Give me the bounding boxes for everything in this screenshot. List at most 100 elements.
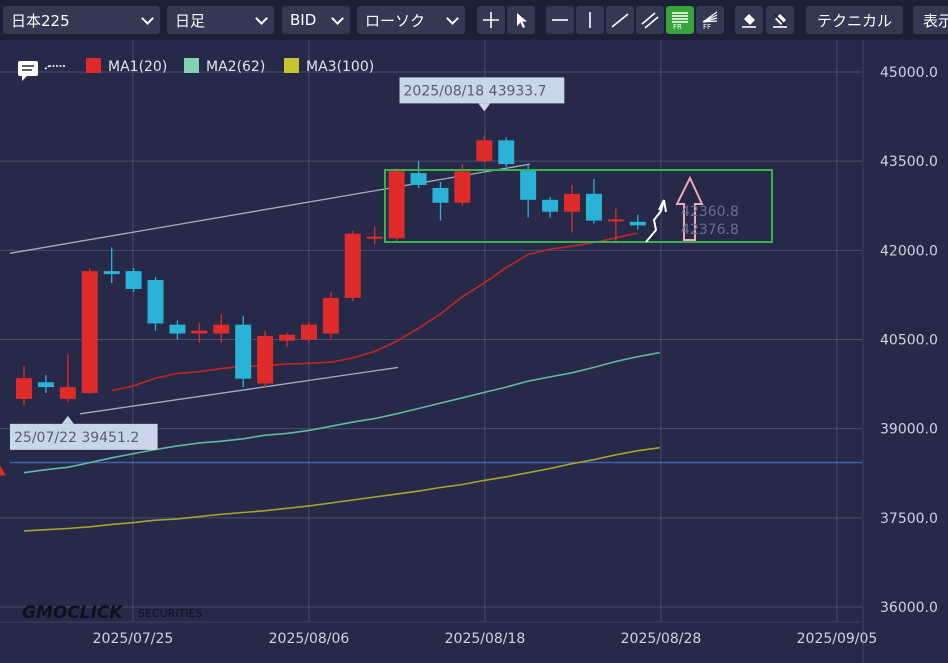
legend-item: MA1(20) (86, 58, 167, 75)
legend-item: MA3(100) (284, 58, 374, 75)
candle (564, 184, 580, 233)
pointer-icon (517, 13, 527, 28)
candle (454, 164, 471, 206)
hand-arrow-head (658, 199, 667, 213)
legend-label: MA3(100) (306, 59, 374, 75)
y-tick-label: 36000.0 (880, 600, 938, 616)
trend-line-icon (611, 13, 629, 28)
callout-box (399, 77, 565, 104)
legend-label: MA2(62) (206, 59, 265, 75)
legend-label: MA1(20) (108, 59, 167, 75)
lower-trend-line (79, 366, 399, 415)
candle (37, 375, 54, 393)
fibonacci-fan-button[interactable]: FF (696, 6, 724, 34)
price-type-select[interactable]: BID (282, 6, 350, 34)
technical-button[interactable]: テクニカル (806, 6, 903, 34)
candle (147, 277, 164, 331)
candle (585, 179, 602, 224)
eraser-all-button[interactable] (766, 6, 794, 34)
candle (410, 161, 427, 188)
eraser-button[interactable] (735, 6, 763, 34)
price-type-select-value: BID (290, 11, 317, 29)
candle-body (279, 334, 296, 341)
watermark-brand: GMOCLICK (22, 603, 124, 623)
candle-body (520, 170, 537, 200)
candle-body (388, 171, 405, 239)
chevron-down-icon (331, 12, 344, 25)
candle-body (257, 335, 274, 384)
candle (432, 181, 449, 221)
chevron-down-icon (141, 12, 154, 25)
candle (257, 330, 274, 388)
candle (322, 291, 339, 340)
chart-style-select[interactable]: ローソク (357, 6, 465, 34)
candle-body (564, 193, 580, 212)
x-axis: 2025/07/25 2025/08/06 2025/08/18 2025/08/28… (93, 631, 878, 647)
pointer-button[interactable] (507, 6, 535, 34)
chevron-down-icon (446, 12, 459, 25)
channel-line-button[interactable] (636, 6, 664, 34)
comment-icon[interactable] (18, 61, 66, 81)
display-button[interactable]: 表示 (913, 6, 948, 34)
ma3-line (23, 446, 660, 532)
candle (388, 168, 405, 242)
price-callout: 2025/08/18 43933.7 (399, 77, 565, 112)
candle (607, 208, 624, 244)
x-tick-label: 2025/07/25 (93, 631, 174, 647)
y-tick-label: 43500.0 (880, 154, 938, 170)
candle (629, 214, 646, 230)
watermark-sub: SECURITIES (138, 607, 202, 620)
hand-arrow-icon (645, 199, 665, 243)
pink-up-arrow-icon (675, 175, 704, 241)
legend: MA1(20) MA2(62) MA3(100) (18, 58, 374, 81)
candle-body (300, 324, 317, 340)
candle-body (169, 324, 186, 334)
fibonacci-fan-icon: FF (702, 11, 718, 30)
trend-line-button[interactable] (606, 6, 634, 34)
candle (542, 196, 559, 218)
price-callout: 25/07/22 39451.2 (10, 415, 158, 450)
candle (125, 268, 142, 292)
symbol-select-value: 日本225 (11, 11, 70, 30)
candle (235, 315, 252, 388)
candle-body (542, 199, 559, 212)
y-tick-label: 37500.0 (880, 511, 938, 527)
y-tick-label: 40500.0 (880, 333, 938, 349)
symbol-select[interactable]: 日本225 (3, 6, 160, 34)
candle-body (16, 378, 32, 399)
legend-swatch (284, 58, 299, 73)
legend-swatch (86, 58, 101, 73)
candles (16, 135, 646, 405)
fibonacci-retracement-button[interactable]: FR (666, 6, 694, 34)
callout-pointer (61, 415, 74, 424)
candle (213, 314, 230, 343)
candle-body (629, 221, 646, 226)
vertical-line-button[interactable] (576, 6, 604, 34)
crosshair-button[interactable] (477, 6, 505, 34)
ma1-line (111, 232, 638, 392)
candle-body (191, 330, 208, 334)
candle-body (410, 173, 427, 185)
horizontal-line-button[interactable] (546, 6, 574, 34)
candle-body (344, 233, 361, 298)
candle-body (37, 382, 54, 388)
period-select[interactable]: 日足 (167, 6, 274, 34)
vertical-line-icon (589, 12, 591, 28)
candle-body (607, 219, 624, 222)
candle-body (498, 140, 515, 165)
candle (103, 247, 120, 284)
candle-body (366, 236, 383, 239)
candle-body (81, 271, 98, 393)
x-tick-label: 2025/09/05 (797, 631, 878, 647)
candlestick-chart[interactable]: 42360.8 42376.8 25/07/22 39451.2 2025/08/18… (0, 40, 948, 663)
y-axis: 45000.0 43500.0 42000.0 40500.0 39000.0 37500… (880, 65, 938, 616)
price-arrow-icon (0, 465, 6, 476)
candle-body (103, 271, 120, 275)
gmoclick-logo: GMOCLICK SECURITIES (22, 603, 202, 623)
chart-style-select-value: ローソク (365, 11, 426, 30)
y-tick-label: 39000.0 (880, 422, 938, 438)
candle-body (213, 324, 230, 334)
candle-body (585, 193, 602, 221)
legend-item: MA2(62) (184, 58, 265, 75)
candle-body (432, 187, 449, 203)
